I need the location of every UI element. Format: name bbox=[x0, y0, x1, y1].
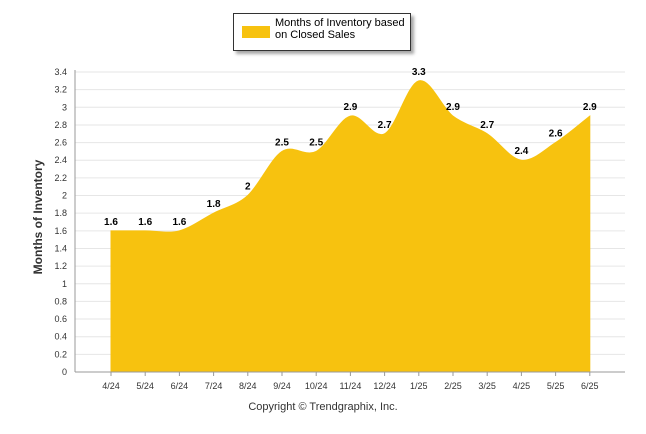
data-label: 3.3 bbox=[412, 67, 426, 78]
data-label: 2.5 bbox=[309, 137, 323, 148]
x-tick-label: 8/24 bbox=[239, 381, 257, 391]
axes bbox=[74, 70, 625, 376]
copyright-text: Copyright © Trendgraphix, Inc. bbox=[248, 401, 398, 413]
y-tick-label: 1.8 bbox=[54, 208, 67, 218]
x-tick-label: 5/25 bbox=[547, 381, 565, 391]
y-tick-label: 3.2 bbox=[54, 85, 67, 95]
data-label: 2.9 bbox=[583, 102, 597, 113]
data-label: 1.6 bbox=[172, 217, 186, 228]
legend-swatch bbox=[242, 26, 270, 38]
x-tick-label: 4/25 bbox=[513, 381, 531, 391]
x-tick-label: 5/24 bbox=[136, 381, 154, 391]
y-tick-label: 1 bbox=[62, 279, 67, 289]
data-label: 2.4 bbox=[514, 146, 528, 157]
data-labels: 1.6 1.6 1.6 1.8 2 2.5 2.5 2.9 2.7 3.3 2.9 2.7 2.4 2.6… bbox=[104, 67, 597, 228]
x-tick-labels: 4/24 5/24 6/24 7/24 8/24 9/24 10/24 11/24 12/24 1… bbox=[102, 381, 598, 391]
y-tick-label: 2.6 bbox=[54, 138, 67, 148]
data-label: 1.8 bbox=[207, 199, 221, 210]
data-label: 2.5 bbox=[275, 137, 289, 148]
y-tick-label: 2.4 bbox=[54, 155, 67, 165]
legend-label: Months of Inventory based on Closed Sale… bbox=[275, 17, 405, 41]
x-tick-label: 2/25 bbox=[444, 381, 462, 391]
data-label: 2.7 bbox=[378, 120, 392, 131]
data-label: 2 bbox=[245, 182, 251, 193]
y-tick-label: 0 bbox=[62, 367, 67, 377]
data-label: 2.9 bbox=[343, 102, 357, 113]
x-tick-label: 10/24 bbox=[305, 381, 328, 391]
area-series bbox=[110, 80, 591, 373]
y-tick-label: 0.2 bbox=[54, 349, 67, 359]
y-tick-label: 2.8 bbox=[54, 120, 67, 130]
area-series-path bbox=[110, 80, 591, 373]
y-tick-label: 2.2 bbox=[54, 173, 67, 183]
x-tick-label: 1/25 bbox=[410, 381, 428, 391]
data-label: 1.6 bbox=[104, 217, 118, 228]
x-tick-label: 3/25 bbox=[478, 381, 496, 391]
y-tick-label: 1.4 bbox=[54, 243, 67, 253]
x-tick-label: 11/24 bbox=[339, 381, 361, 391]
data-label: 2.6 bbox=[549, 129, 563, 140]
data-label: 2.7 bbox=[480, 120, 494, 131]
y-tick-label: 0.6 bbox=[54, 314, 67, 324]
y-tick-labels: 0 0.2 0.4 0.6 0.8 1 1.2 1.4 1.6 1.8 2 2.2 2.4 2.6 2.8 3… bbox=[54, 67, 67, 377]
y-tick-label: 3.4 bbox=[54, 67, 67, 77]
x-tick-label: 6/24 bbox=[171, 381, 189, 391]
data-label: 1.6 bbox=[138, 217, 152, 228]
y-axis-label: Months of Inventory bbox=[31, 159, 45, 275]
y-tick-label: 3 bbox=[62, 102, 67, 112]
x-tick-label: 7/24 bbox=[205, 381, 223, 391]
x-tick-label: 6/25 bbox=[581, 381, 599, 391]
y-tick-label: 1.6 bbox=[54, 226, 67, 236]
data-label: 2.9 bbox=[446, 102, 460, 113]
y-tick-label: 1.2 bbox=[54, 261, 67, 271]
legend: Months of Inventory based on Closed Sale… bbox=[233, 13, 411, 51]
y-tick-label: 0.8 bbox=[54, 296, 67, 306]
y-tick-label: 0.4 bbox=[54, 332, 67, 342]
y-tick-label: 2 bbox=[62, 191, 67, 201]
x-tick-label: 9/24 bbox=[273, 381, 291, 391]
x-tick-label: 12/24 bbox=[373, 381, 396, 391]
x-tick-label: 4/24 bbox=[102, 381, 120, 391]
